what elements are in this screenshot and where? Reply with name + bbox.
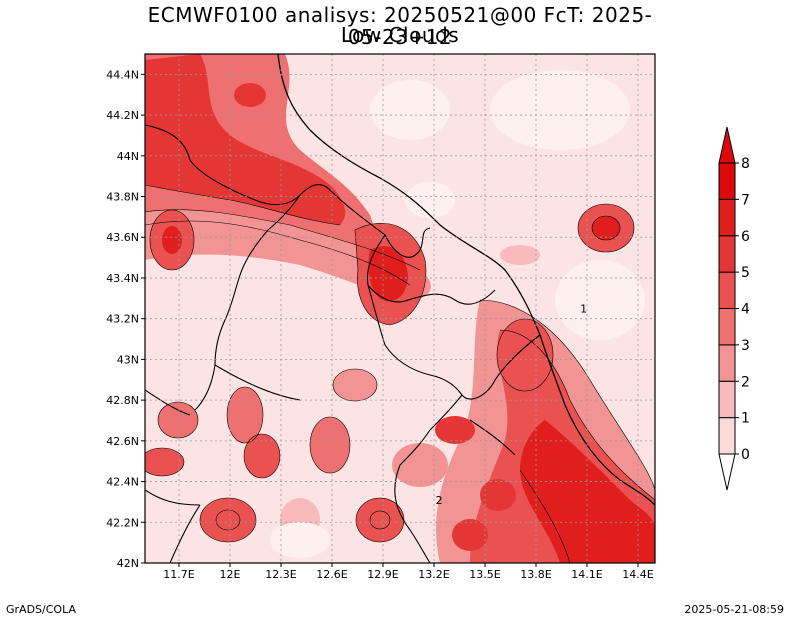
cloud-cell	[497, 319, 553, 391]
regional-borders	[145, 124, 541, 563]
x-tick-label: 12E	[220, 568, 241, 581]
clear-patch	[405, 182, 455, 218]
colorbar-segment	[718, 417, 736, 455]
clear-patch	[555, 260, 645, 340]
cloud-cell	[244, 434, 280, 478]
x-tick-label: 13.8E	[520, 568, 551, 581]
colorbar-segment	[718, 380, 736, 419]
y-tick-label: 43.2N	[106, 313, 139, 326]
colorbar-low-arrow	[718, 453, 736, 491]
y-tick-label: 44.2N	[106, 109, 139, 122]
colorbar-label: 5	[741, 265, 750, 281]
colorbar-label: 1	[741, 411, 750, 427]
y-axis: 42N 42.2N 42.4N 42.6N 42.8N 43N 43.2N 43.4N 43.6…	[106, 68, 145, 570]
cloud-cell	[435, 416, 475, 444]
coastline	[277, 54, 655, 506]
y-tick-label: 42.2N	[106, 516, 139, 529]
clear-patch	[235, 275, 345, 385]
x-tick-label: 14.1E	[571, 568, 602, 581]
cloud-cell	[356, 498, 404, 542]
y-tick-label: 42.8N	[106, 394, 139, 407]
cloud-cell	[167, 148, 203, 172]
y-tick-label: 43N	[117, 353, 139, 366]
y-tick-label: 43.8N	[106, 191, 139, 204]
map-subtitle: Low Clouds	[340, 23, 460, 47]
colorbar-label: 7	[741, 192, 750, 208]
map-title: ECMWF0100 analisys: 20250521@00 FcT: 202…	[147, 3, 653, 49]
colorbar-label: 2	[741, 374, 750, 390]
colorbar-label: 0	[741, 447, 750, 463]
cloud-cell	[158, 402, 198, 438]
contour-label: 2	[436, 494, 443, 507]
x-tick-label: 12.3E	[265, 568, 296, 581]
contour-lines	[145, 184, 655, 563]
colorbar-segment	[718, 271, 736, 309]
x-tick-label: 13.2E	[418, 568, 449, 581]
y-tick-label: 44.4N	[106, 68, 139, 81]
contour-labels: 21	[436, 303, 587, 507]
colorbar-segment	[718, 344, 736, 382]
colorbar-segment	[718, 308, 736, 346]
x-tick-label: 13.5E	[469, 568, 500, 581]
cloud-patch-coast-core	[520, 420, 655, 563]
x-tick-label: 12.9E	[367, 568, 398, 581]
cloud-cell	[227, 387, 263, 443]
y-tick-label: 44N	[117, 150, 139, 163]
cloud-cell	[234, 83, 266, 107]
colorbar-high-arrow	[718, 126, 736, 164]
x-axis: 11.7E 12E 12.3E 12.6E 12.9E 13.2E 13.5E 13.8E 14…	[163, 563, 654, 581]
cloud-cell	[333, 369, 377, 401]
footer-credit: GrADS/COLA	[6, 603, 76, 616]
field-layer	[145, 54, 655, 563]
cloud-cell	[162, 226, 182, 254]
clear-patch	[490, 70, 630, 150]
colorbar-label: 8	[741, 156, 750, 172]
clear-patch	[370, 80, 450, 140]
cloud-cell	[310, 417, 350, 473]
y-tick-label: 42.4N	[106, 476, 139, 489]
colorbar-segment	[718, 198, 736, 237]
y-tick-label: 43.4N	[106, 272, 139, 285]
contour-label: 1	[580, 303, 587, 316]
cloud-cell	[592, 216, 620, 240]
y-tick-label: 42.6N	[106, 435, 139, 448]
colorbar-segment	[718, 162, 736, 200]
cloud-cell	[500, 245, 540, 265]
cloud-patch-northwest-core	[145, 54, 346, 225]
x-tick-label: 14.4E	[622, 568, 653, 581]
cloud-cell	[145, 448, 184, 476]
colorbar-segment	[718, 235, 736, 273]
cloud-cell	[480, 479, 516, 511]
x-tick-label: 12.6E	[316, 568, 347, 581]
y-tick-label: 42N	[117, 557, 139, 570]
cloud-cell	[452, 519, 488, 551]
footer-timestamp: 2025-05-21-08:59	[684, 603, 784, 616]
y-tick-label: 43.6N	[106, 231, 139, 244]
cloud-cell	[200, 498, 256, 542]
colorbar: 0 1 2 3 4 5 6 7 8	[718, 126, 750, 491]
colorbar-label: 6	[741, 229, 750, 245]
colorbar-label: 3	[741, 338, 750, 354]
clear-patch	[270, 522, 330, 558]
plot-frame	[144, 53, 656, 564]
x-tick-label: 11.7E	[163, 568, 194, 581]
grid	[145, 54, 655, 564]
colorbar-label: 4	[741, 302, 750, 318]
